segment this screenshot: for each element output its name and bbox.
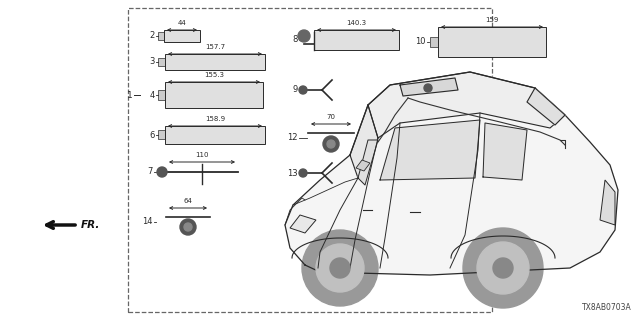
Polygon shape bbox=[368, 72, 565, 138]
Text: 9: 9 bbox=[292, 85, 298, 94]
Text: 110: 110 bbox=[195, 152, 209, 158]
Circle shape bbox=[299, 169, 307, 177]
Bar bbox=[165, 126, 265, 144]
Circle shape bbox=[298, 30, 310, 42]
Text: 2: 2 bbox=[150, 31, 155, 41]
Text: 4: 4 bbox=[150, 91, 155, 100]
Circle shape bbox=[323, 136, 339, 152]
Bar bbox=[165, 82, 263, 108]
Text: 12: 12 bbox=[287, 133, 298, 142]
Bar bbox=[158, 58, 165, 66]
Text: 11: 11 bbox=[413, 84, 424, 92]
Bar bbox=[164, 30, 200, 42]
Circle shape bbox=[157, 167, 167, 177]
Text: 13: 13 bbox=[287, 169, 298, 178]
Text: 7: 7 bbox=[148, 167, 153, 177]
Circle shape bbox=[180, 219, 196, 235]
Text: 157.7: 157.7 bbox=[205, 44, 225, 50]
Bar bbox=[158, 90, 165, 100]
Bar bbox=[165, 54, 265, 70]
Polygon shape bbox=[285, 72, 618, 275]
Circle shape bbox=[477, 242, 529, 294]
Circle shape bbox=[424, 84, 432, 92]
Bar bbox=[128, 8, 492, 312]
Circle shape bbox=[299, 86, 307, 94]
Circle shape bbox=[327, 140, 335, 148]
Text: 8: 8 bbox=[292, 36, 298, 44]
Bar bbox=[438, 27, 546, 57]
Text: 64: 64 bbox=[184, 198, 193, 204]
Circle shape bbox=[184, 223, 192, 231]
Bar bbox=[158, 130, 165, 139]
Polygon shape bbox=[400, 78, 458, 96]
Text: FR.: FR. bbox=[81, 220, 100, 230]
Bar bbox=[430, 37, 438, 47]
Text: 155.3: 155.3 bbox=[204, 72, 224, 78]
Polygon shape bbox=[290, 215, 316, 233]
Text: 3: 3 bbox=[150, 58, 155, 67]
Circle shape bbox=[302, 230, 378, 306]
Text: 158.9: 158.9 bbox=[205, 116, 225, 122]
Text: 159: 159 bbox=[485, 17, 499, 23]
Polygon shape bbox=[600, 180, 615, 225]
Polygon shape bbox=[527, 88, 565, 125]
Text: 70: 70 bbox=[326, 114, 335, 120]
Text: 14: 14 bbox=[143, 218, 153, 227]
Text: 1: 1 bbox=[127, 91, 133, 100]
Bar bbox=[158, 32, 164, 40]
Text: 140.3: 140.3 bbox=[346, 20, 367, 26]
Circle shape bbox=[493, 258, 513, 278]
Circle shape bbox=[316, 244, 364, 292]
Bar bbox=[314, 30, 399, 50]
Text: TX8AB0703A: TX8AB0703A bbox=[582, 303, 632, 312]
Polygon shape bbox=[380, 120, 480, 180]
Text: 44: 44 bbox=[178, 20, 186, 26]
Polygon shape bbox=[350, 105, 378, 178]
Polygon shape bbox=[356, 160, 370, 171]
Polygon shape bbox=[483, 123, 527, 180]
Text: 6: 6 bbox=[150, 131, 155, 140]
Circle shape bbox=[330, 258, 350, 278]
Polygon shape bbox=[358, 140, 378, 185]
Circle shape bbox=[463, 228, 543, 308]
Text: 10: 10 bbox=[415, 37, 426, 46]
